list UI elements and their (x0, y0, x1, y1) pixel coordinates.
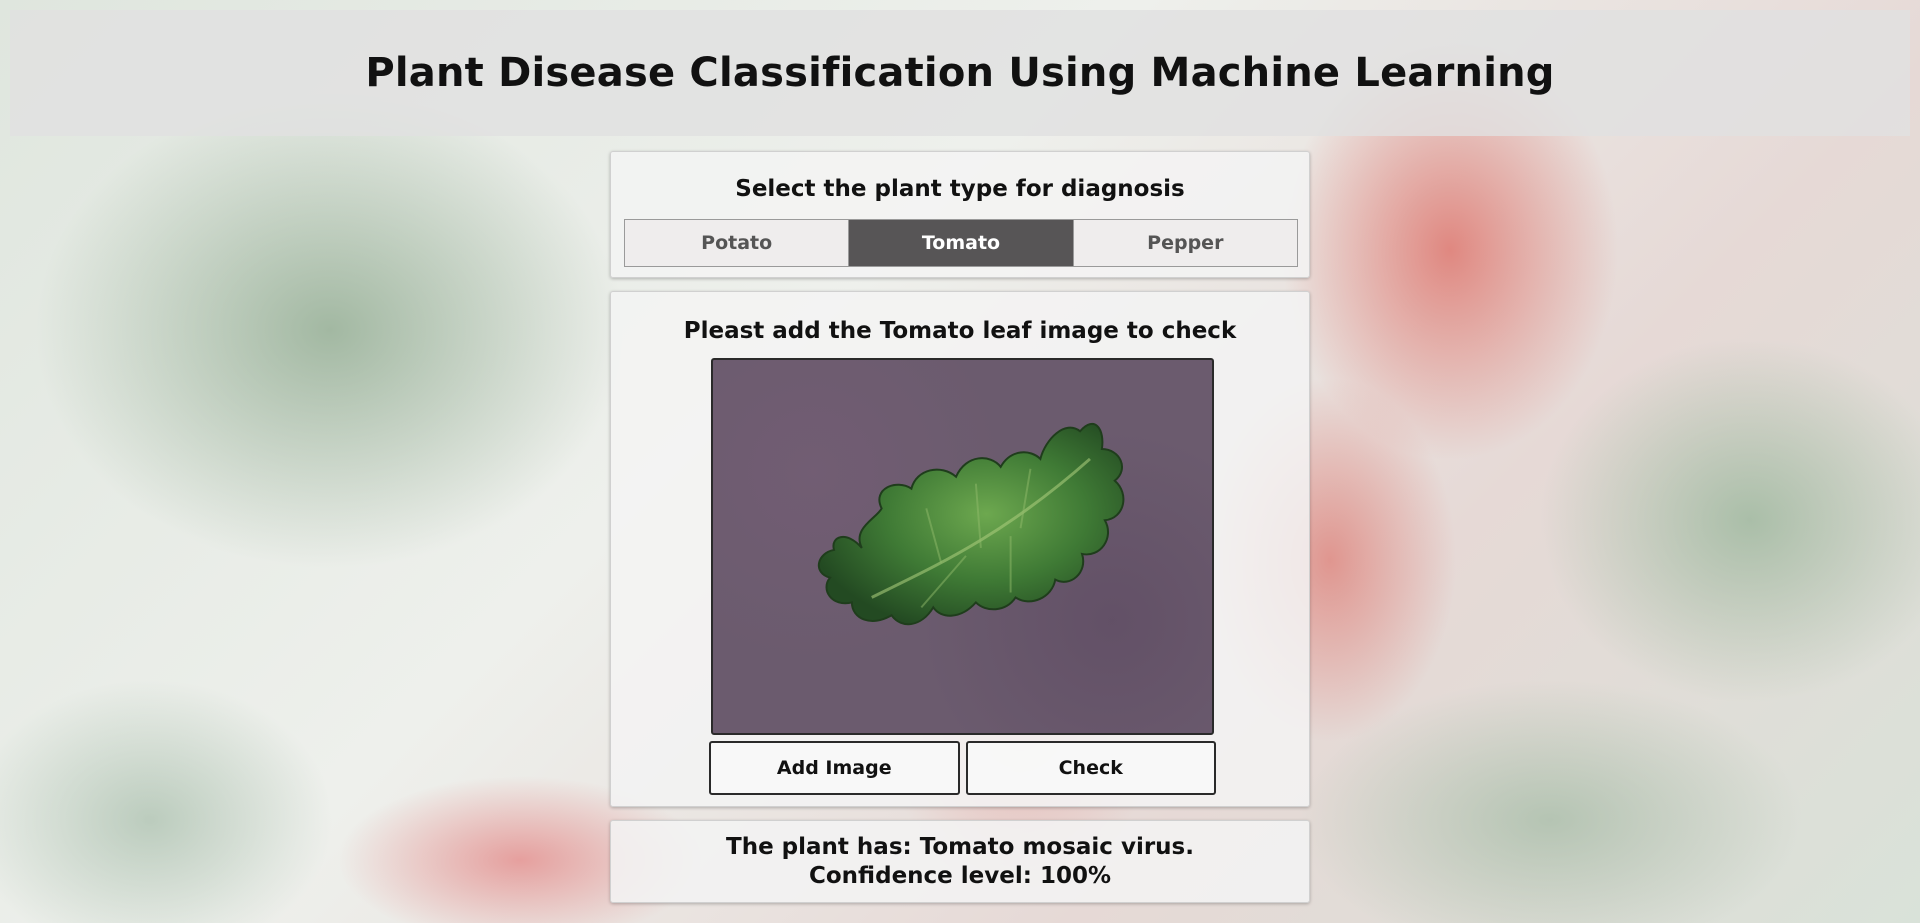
leaf-image (818, 423, 1125, 626)
leaf-image-preview (711, 358, 1214, 735)
check-button[interactable]: Check (965, 741, 1216, 795)
plant-option-tomato[interactable]: Tomato (849, 220, 1074, 266)
plant-option-pepper[interactable]: Pepper (1073, 220, 1297, 266)
upload-prompt: Pleast add the Tomato leaf image to chec… (683, 318, 1237, 344)
plant-type-card: Select the plant type for diagnosis Pota… (610, 151, 1310, 278)
plant-type-prompt: Select the plant type for diagnosis (735, 176, 1185, 202)
add-image-button[interactable]: Add Image (709, 741, 960, 795)
page-header: Plant Disease Classification Using Machi… (10, 10, 1910, 136)
diagnosis-result: The plant has: Tomato mosaic virus. (726, 834, 1194, 860)
plant-option-potato[interactable]: Potato (625, 220, 850, 266)
upload-actions: Add Image Check (709, 741, 1216, 795)
image-upload-card: Pleast add the Tomato leaf image to chec… (610, 291, 1310, 807)
page-title: Plant Disease Classification Using Machi… (365, 50, 1555, 96)
result-card: The plant has: Tomato mosaic virus. Conf… (610, 820, 1310, 903)
confidence-level: Confidence level: 100% (809, 863, 1111, 889)
plant-type-selector: Potato Tomato Pepper (624, 219, 1298, 267)
